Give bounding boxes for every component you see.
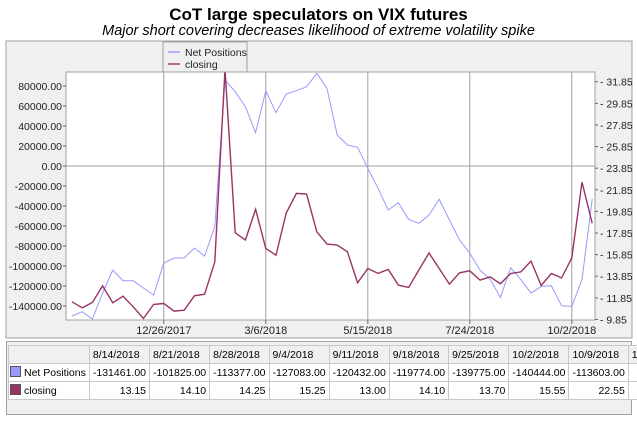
chart-subtitle: Major short covering decreases likelihoo… (102, 23, 535, 39)
table-header-cell: 10/9/2018 (568, 345, 629, 364)
table-cell: -113377.00 (209, 363, 270, 382)
right-tick-label: - 17.85 (600, 228, 633, 240)
table-row: closing 13.15 14.10 14.25 15.25 13.00 14.10 13.… (8, 381, 637, 400)
table-header-cell: 8/28/2018 (209, 345, 270, 364)
row-label: closing (24, 385, 57, 397)
legend-label: closing (185, 59, 218, 71)
chart-title: CoT large speculators on VIX futures (169, 5, 468, 24)
table-cell: 13.00 (328, 381, 390, 400)
data-table-panel: 8/14/2018 8/21/2018 8/28/2018 9/4/2018 9/11/… (6, 341, 637, 415)
series-line-closing (71, 72, 593, 320)
table-cell: -127083.00 (268, 363, 330, 382)
table-header-cell: 9/25/2018 (448, 345, 510, 364)
table-header-cell: 10/2/2018 (508, 345, 570, 364)
table-header-cell: 9/18/2018 (388, 345, 450, 364)
left-tick-label: 80000.00 (18, 81, 62, 93)
x-tick-label: 7/24/2018 (445, 325, 494, 337)
left-tick-label: -60000.00 (15, 221, 62, 233)
table-cell: -131461.00 (88, 363, 151, 382)
table-corner-cell (8, 345, 90, 364)
table-cell: -139775.00 (448, 363, 510, 382)
table-header-cell: 8/14/2018 (88, 345, 151, 364)
left-tick-label: -20000.00 (15, 181, 62, 193)
x-tick-label: 5/15/2018 (343, 325, 392, 337)
table-cell: -120432.00 (328, 363, 390, 382)
left-tick-label: 60000.00 (18, 101, 62, 113)
table-cell: -113603.00 (568, 363, 629, 382)
left-tick-label: -140000.00 (9, 301, 62, 313)
legend (162, 41, 248, 73)
series-line-net-positions (71, 72, 593, 320)
x-tick-label: 3/6/2018 (244, 325, 287, 337)
right-tick-label: - 13.85 (600, 271, 633, 283)
table-header-cell: 9/4/2018 (268, 345, 330, 364)
table-cell: 14.25 (209, 381, 270, 400)
table-cell: -33037.00 (627, 363, 637, 382)
x-tick-label: 10/2/2018 (547, 325, 596, 337)
right-tick-label: - 31.85 (600, 77, 633, 89)
left-tick-label: -80000.00 (15, 241, 62, 253)
left-tick-label: -120000.00 (9, 281, 62, 293)
left-tick-label: -40000.00 (15, 201, 62, 213)
left-tick-label: 20000.00 (18, 141, 62, 153)
table-row: Net Positions -131461.00 -101825.00 -113377… (8, 363, 637, 382)
right-tick-label: - 25.85 (600, 142, 633, 154)
left-tick-label: 0.00 (42, 161, 63, 173)
right-tick-label: - 29.85 (600, 98, 633, 110)
data-table: 8/14/2018 8/21/2018 8/28/2018 9/4/2018 9/11/… (8, 345, 637, 400)
table-cell: 15.25 (268, 381, 330, 400)
right-tick-label: - 23.85 (600, 163, 633, 175)
row-label-cell: closing (8, 381, 90, 400)
chart-svg: 12/26/2017 3/6/2018 5/15/2018 7/24/2018 10/2… (5, 40, 633, 339)
table-cell: 14.10 (388, 381, 450, 400)
table-cell: -119774.00 (388, 363, 450, 382)
table-header-row: 8/14/2018 8/21/2018 8/28/2018 9/4/2018 9/11/… (8, 345, 637, 364)
table-cell: -101825.00 (149, 363, 211, 382)
series-swatch-icon (10, 384, 21, 395)
right-tick-label: - 9.85 (600, 314, 627, 326)
series-swatch-icon (10, 366, 21, 377)
table-header-cell: 10/16/2018 (627, 345, 637, 364)
right-tick-label: - 11.85 (600, 293, 632, 305)
right-tick-label: - 21.85 (600, 185, 633, 197)
right-tick-label: - 15.85 (600, 250, 633, 262)
table-cell: 13.15 (88, 381, 151, 400)
x-tick-label: 12/26/2017 (136, 325, 191, 337)
row-label-cell: Net Positions (8, 363, 90, 382)
table-cell: 13.70 (448, 381, 510, 400)
table-header-cell: 9/11/2018 (328, 345, 390, 364)
table-header-cell: 8/21/2018 (149, 345, 211, 364)
legend-label: Net Positions (185, 47, 247, 59)
table-cell: 22.55 (568, 381, 629, 400)
right-tick-label: - 19.85 (600, 206, 633, 218)
table-cell: 14.10 (149, 381, 211, 400)
left-tick-label: 40000.00 (18, 121, 62, 133)
row-label: Net Positions (24, 367, 86, 379)
table-cell: -140444.00 (508, 363, 570, 382)
right-tick-label: - 27.85 (600, 120, 633, 132)
left-tick-label: -100000.00 (9, 261, 62, 273)
table-cell: 15.55 (508, 381, 570, 400)
plot-area (65, 71, 596, 321)
table-cell: 18.75 (627, 381, 637, 400)
